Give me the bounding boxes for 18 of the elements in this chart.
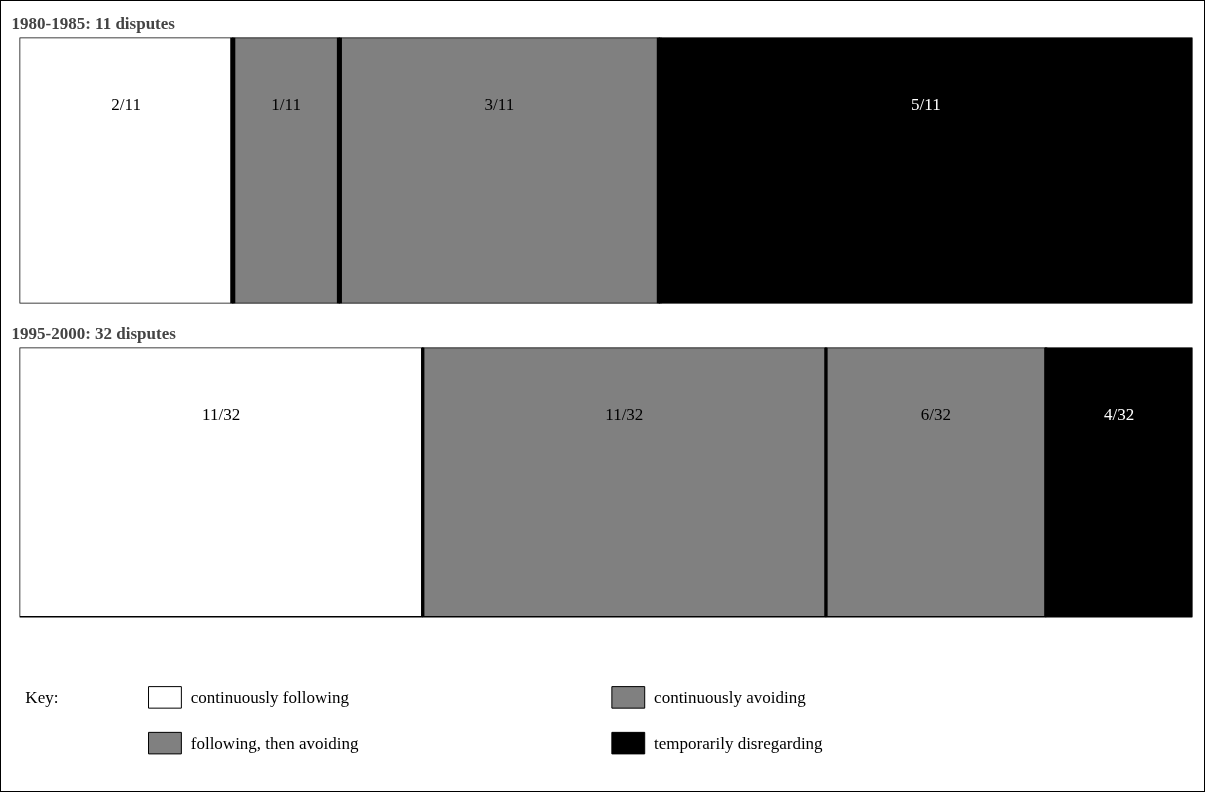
data-label: 6/32 xyxy=(920,405,952,425)
bar xyxy=(825,347,1047,618)
chart-title: 1980-1985: 11 disputes xyxy=(11,13,176,33)
data-label: 5/11 xyxy=(911,94,941,114)
legend-label: following, then avoiding xyxy=(190,733,359,753)
bar xyxy=(1045,347,1193,618)
data-label: 1/11 xyxy=(271,94,301,114)
chart-title: 1995-2000: 32 disputes xyxy=(11,323,177,343)
legend-label: continuously following xyxy=(190,687,350,707)
data-label: 2/11 xyxy=(111,94,141,114)
data-label: 11/32 xyxy=(202,405,241,425)
data-label: 11/32 xyxy=(605,405,644,425)
legend-label: temporarily disregarding xyxy=(654,733,824,753)
bar xyxy=(421,347,827,618)
data-label: 4/32 xyxy=(1104,405,1135,425)
legend-label: continuously avoiding xyxy=(654,687,807,707)
legend-title: Key: xyxy=(25,687,59,707)
data-label: 3/11 xyxy=(484,94,515,114)
